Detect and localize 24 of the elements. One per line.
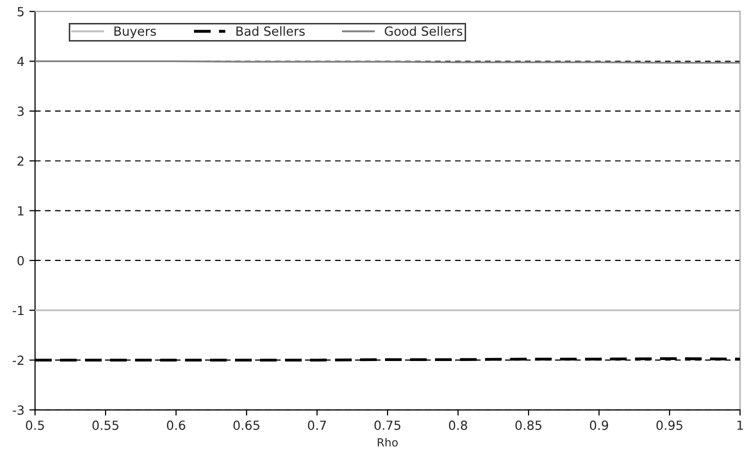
legend-label: Buyers [114,26,156,38]
x-tick-label: 0.95 [656,420,682,430]
x-tick-label: 0.6 [166,420,186,430]
legend-label: Good Sellers [384,26,462,36]
y-tick-label: 4 [17,56,24,66]
y-tick-label: 1 [18,206,24,216]
y-tick-label: -1 [12,306,24,316]
x-tick-label: 1 [737,420,743,430]
y-tick-label: -3 [12,405,24,415]
x-tick-label: 0.9 [590,420,608,430]
y-tick-label: 3 [18,106,24,116]
y-tick-label: 0 [18,256,24,266]
x-tick-label: 0.55 [92,420,118,430]
x-tick-label: 0.65 [233,420,260,430]
y-tick-label: 5 [18,7,24,16]
x-tick-label: 0.8 [448,420,468,430]
x-tick-label: 0.5 [26,420,44,430]
x-tick-label: 0.85 [515,420,542,430]
legend-label: Bad Sellers [236,26,305,36]
x-tick-label: 0.7 [308,420,326,430]
y-tick-label: -2 [12,356,24,365]
x-axis-title: Rho [378,438,398,447]
y-tick-label: 2 [18,156,24,166]
x-tick-label: 0.75 [374,420,400,430]
